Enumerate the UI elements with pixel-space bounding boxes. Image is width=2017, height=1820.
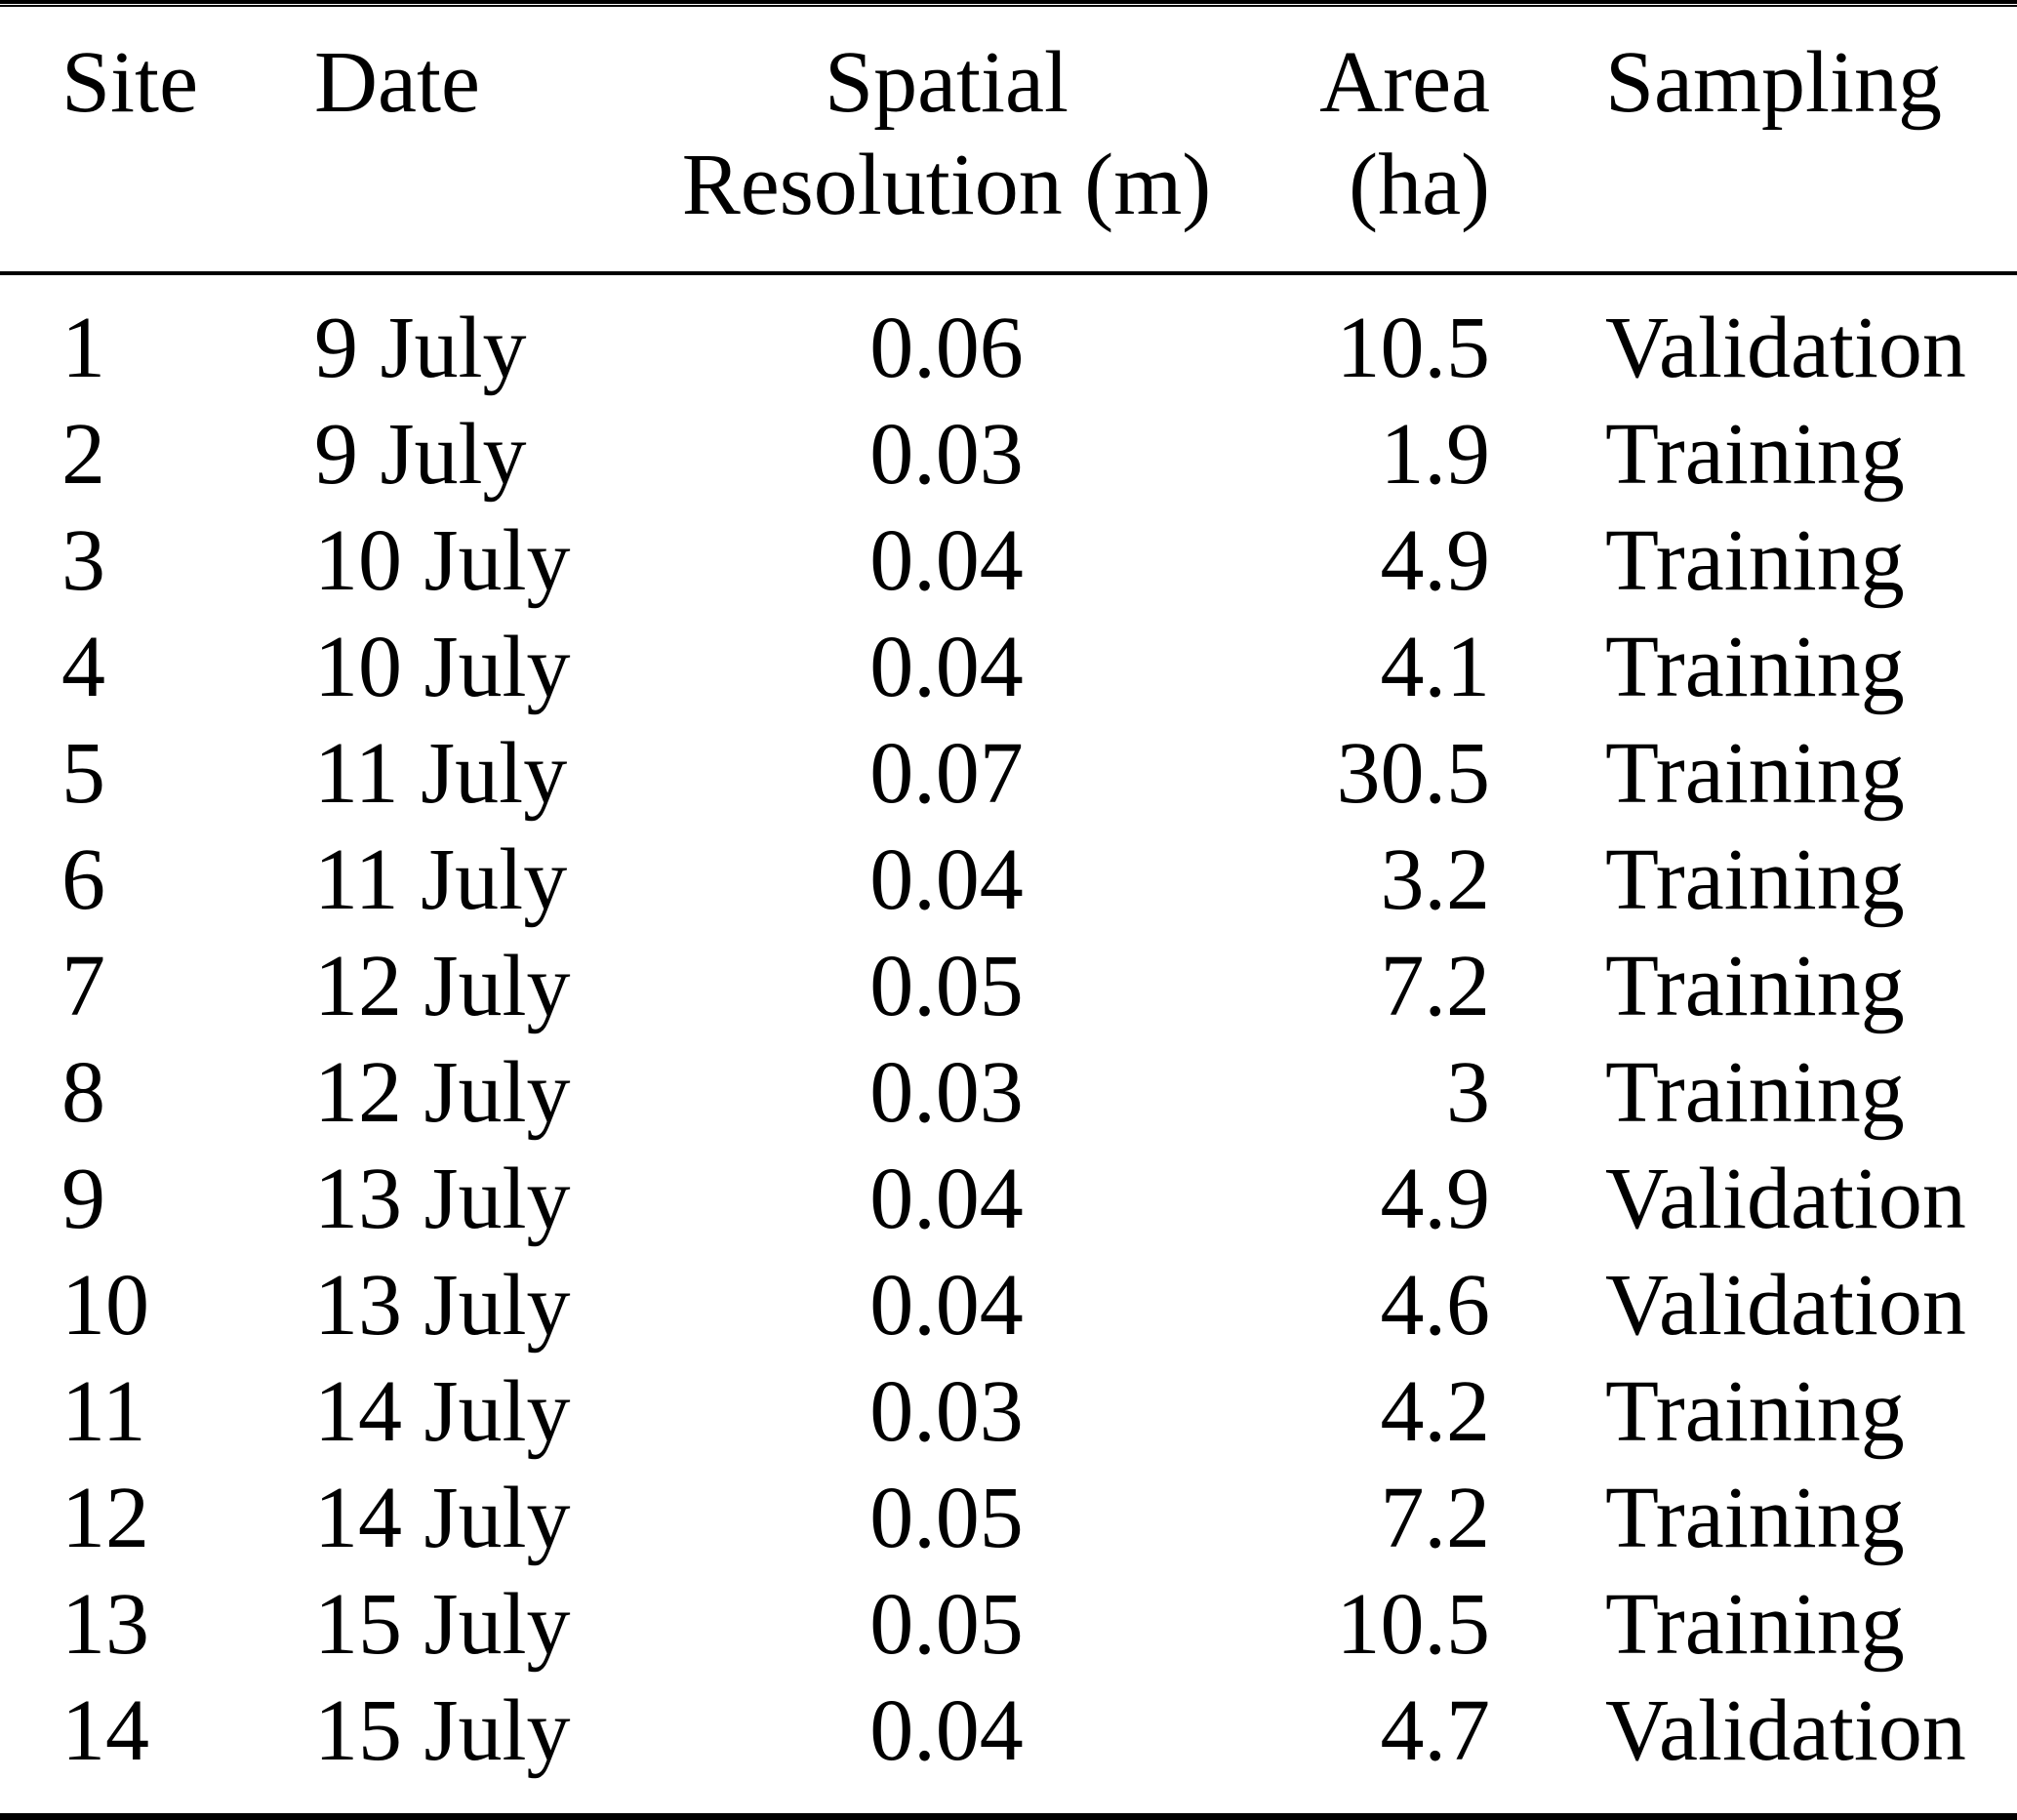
cell-date: 11 July [314,831,568,928]
cell-spatial-resolution: 0.04 [869,831,1024,928]
cell-date: 10 July [314,619,571,715]
cell-site: 11 [61,1363,146,1460]
cell-spatial-resolution: 0.04 [869,1257,1024,1354]
cell-spatial-resolution: 0.04 [869,1682,1024,1779]
cell-date: 10 July [314,512,571,609]
cell-sampling: Training [1605,1044,1905,1141]
cell-date: 11 July [314,725,568,822]
cell-area: 4.9 [1380,512,1491,609]
bottom-spacer [0,1784,2017,1813]
cell-spatial-resolution: 0.04 [869,1151,1024,1247]
cell-date: 15 July [314,1576,571,1673]
cell-sampling: Training [1605,1363,1905,1460]
cell-sampling: Training [1605,725,1905,822]
cell-spatial-resolution: 0.05 [869,1470,1024,1566]
cell-sampling: Validation [1605,1151,1966,1247]
column-header-site: Site [61,34,199,131]
table-body-spacer [0,275,2017,295]
cell-area: 7.2 [1380,1470,1491,1566]
column-header-spatial-line1: Spatial [825,34,1069,131]
cell-spatial-resolution: 0.03 [869,406,1024,503]
cell-date: 9 July [314,300,527,396]
column-header-date: Date [314,34,480,131]
cell-area: 4.1 [1380,619,1491,715]
cell-site: 14 [61,1682,149,1779]
cell-date: 14 July [314,1363,571,1460]
top-rule [0,0,2017,7]
cell-area: 10.5 [1336,1576,1491,1673]
cell-site: 8 [61,1044,105,1141]
cell-area: 4.9 [1380,1151,1491,1247]
cell-sampling: Training [1605,619,1905,715]
cell-site: 13 [61,1576,149,1673]
cell-site: 9 [61,1151,105,1247]
cell-area: 3 [1446,1044,1490,1141]
cell-sampling: Validation [1605,300,1966,396]
cell-area: 10.5 [1336,300,1491,396]
cell-site: 3 [61,512,105,609]
cell-area: 7.2 [1380,938,1491,1034]
cell-site: 1 [61,300,105,396]
cell-sampling: Training [1605,831,1905,928]
cell-sampling: Training [1605,1576,1905,1673]
cell-date: 15 July [314,1682,571,1779]
cell-sampling: Validation [1605,1257,1966,1354]
cell-area: 4.2 [1380,1363,1491,1460]
header-divider-rule [0,271,2017,275]
cell-sampling: Training [1605,938,1905,1034]
column-header-area: Area (ha) [1220,7,1490,271]
cell-spatial-resolution: 0.04 [869,512,1024,609]
column-header-spatial-line2: Resolution (m) [681,137,1212,233]
cell-site: 7 [61,938,105,1034]
top-rule-thick-line [0,0,2017,4]
cell-spatial-resolution: 0.03 [869,1044,1024,1141]
cell-spatial-resolution: 0.03 [869,1363,1024,1460]
cell-site: 2 [61,406,105,503]
bottom-rule [0,1813,2017,1820]
cell-spatial-resolution: 0.05 [869,1576,1024,1673]
top-rule-gap [0,4,2017,5]
column-header-area-line1: Area [1319,34,1490,131]
data-table: Site Date Spatial Resolution (m) Area (h… [0,7,2017,1784]
top-rule-thin-line [0,5,2017,7]
cell-sampling: Training [1605,512,1905,609]
cell-site: 10 [61,1257,149,1354]
column-header-spatial-resolution: Spatial Resolution (m) [673,7,1220,271]
cell-site: 12 [61,1470,149,1566]
cell-date: 9 July [314,406,527,503]
cell-site: 5 [61,725,105,822]
cell-sampling: Training [1605,1470,1905,1566]
cell-site: 4 [61,619,105,715]
cell-area: 3.2 [1380,831,1491,928]
cell-area: 1.9 [1380,406,1491,503]
column-header-sampling: Sampling [1605,34,1943,131]
cell-sampling: Validation [1605,1682,1966,1779]
cell-date: 14 July [314,1470,571,1566]
cell-spatial-resolution: 0.06 [869,300,1024,396]
cell-spatial-resolution: 0.05 [869,938,1024,1034]
cell-spatial-resolution: 0.04 [869,619,1024,715]
cell-date: 13 July [314,1257,571,1354]
cell-area: 4.6 [1380,1257,1491,1354]
column-header-area-line2: (ha) [1349,137,1490,233]
cell-sampling: Training [1605,406,1905,503]
cell-area: 4.7 [1380,1682,1491,1779]
cell-spatial-resolution: 0.07 [869,725,1024,822]
cell-date: 13 July [314,1151,571,1247]
cell-date: 12 July [314,1044,571,1141]
cell-date: 12 July [314,938,571,1034]
cell-area: 30.5 [1336,725,1491,822]
cell-site: 6 [61,831,105,928]
